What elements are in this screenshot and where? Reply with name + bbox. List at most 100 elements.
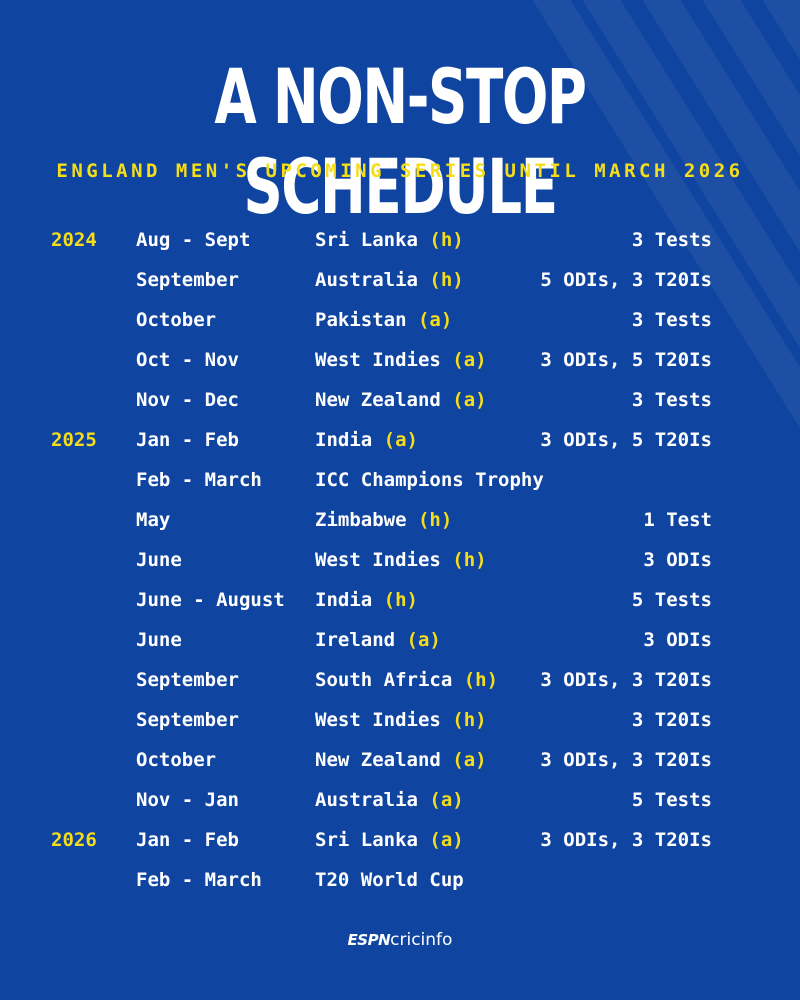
period: Oct - Nov [136, 349, 239, 371]
opponent-name: Zimbabwe [315, 509, 407, 531]
cricinfo-wordmark: cricinfo [390, 930, 453, 950]
format: 3 Tests [631, 389, 712, 411]
opponent-name: India [315, 429, 373, 451]
period: June - August [136, 589, 285, 611]
format: 3 ODIs [643, 549, 712, 571]
venue-badge: (a) [383, 429, 418, 451]
opponent: T20 World Cup [315, 862, 464, 898]
format: 5 Tests [631, 789, 712, 811]
opponent-name: Sri Lanka [315, 229, 418, 251]
opponent: Pakistan (a) [315, 302, 452, 338]
schedule-row: June Ireland (a) 3 ODIs [0, 622, 800, 662]
opponent: New Zealand (a) [315, 382, 487, 418]
period: Feb - March [136, 869, 262, 891]
venue-badge: (h) [383, 589, 418, 611]
venue-badge: (a) [452, 749, 487, 771]
opponent: West Indies (a) [315, 342, 487, 378]
format: 3 Tests [631, 229, 712, 251]
venue-badge: (h) [417, 509, 453, 531]
format: 5 ODIs, 3 T20Is [540, 269, 712, 291]
format: 1 Test [643, 509, 712, 531]
schedule-row: June West Indies (h) 3 ODIs [0, 542, 800, 582]
opponent: India (h) [315, 582, 418, 618]
opponent: Sri Lanka (a) [315, 822, 464, 858]
opponent-name: Australia [315, 789, 418, 811]
venue-badge: (h) [452, 549, 487, 571]
opponent: West Indies (h) [315, 702, 487, 738]
opponent: Australia (h) [315, 262, 464, 298]
period: June [136, 549, 182, 571]
schedule-row: Nov - Jan Australia (a) 5 Tests [0, 782, 800, 822]
venue-badge: (a) [429, 829, 464, 851]
venue-badge: (h) [452, 709, 487, 731]
format: 3 ODIs, 5 T20Is [540, 429, 712, 451]
period: September [136, 269, 239, 291]
opponent-name: West Indies [315, 709, 441, 731]
period: Nov - Jan [136, 789, 239, 811]
opponent: South Africa (h) [315, 662, 498, 698]
venue-badge: (a) [406, 629, 441, 651]
schedule-row: Feb - March ICC Champions Trophy [0, 462, 800, 502]
schedule-row: October Pakistan (a) 3 Tests [0, 302, 800, 342]
venue-badge: (a) [452, 389, 487, 411]
opponent-name: West Indies [315, 549, 441, 571]
opponent-name: South Africa [315, 669, 453, 691]
format: 3 ODIs, 3 T20Is [540, 749, 712, 771]
opponent: New Zealand (a) [315, 742, 487, 778]
opponent-name: Sri Lanka [315, 829, 418, 851]
period: Aug - Sept [136, 229, 251, 251]
opponent-name: T20 World Cup [315, 869, 464, 891]
period: September [136, 709, 239, 731]
period: May [136, 509, 171, 531]
venue-badge: (h) [463, 669, 499, 691]
format: 3 ODIs, 3 T20Is [540, 669, 712, 691]
venue-badge: (a) [452, 349, 487, 371]
period: October [136, 749, 217, 771]
espncricinfo-logo: ESPNcricinfo [0, 930, 800, 950]
schedule-row: Nov - Dec New Zealand (a) 3 Tests [0, 382, 800, 422]
format: 3 ODIs, 3 T20Is [540, 829, 712, 851]
format: 5 Tests [631, 589, 712, 611]
format: 3 Tests [631, 309, 712, 331]
period: Jan - Feb [136, 829, 239, 851]
opponent-name: ICC Champions Trophy [315, 469, 544, 491]
schedule-row: 2024 Aug - Sept Sri Lanka (h) 3 Tests [0, 222, 800, 262]
schedule-row: 2026 Jan - Feb Sri Lanka (a) 3 ODIs, 3 T20I… [0, 822, 800, 862]
opponent: ICC Champions Trophy [315, 462, 544, 498]
venue-badge: (a) [429, 789, 464, 811]
opponent-name: New Zealand [315, 389, 441, 411]
schedule-row: Feb - March T20 World Cup [0, 862, 800, 902]
schedule-row: September West Indies (h) 3 T20Is [0, 702, 800, 742]
schedule-row: June - August India (h) 5 Tests [0, 582, 800, 622]
opponent-name: Australia [315, 269, 418, 291]
opponent-name: New Zealand [315, 749, 441, 771]
schedule-row: September South Africa (h) 3 ODIs, 3 T20Is [0, 662, 800, 702]
schedule-row: May Zimbabwe (h) 1 Test [0, 502, 800, 542]
page-title: A NON-STOP SCHEDULE [214, 52, 587, 231]
venue-badge: (h) [429, 269, 464, 291]
venue-badge: (h) [429, 229, 464, 251]
period: September [136, 669, 239, 691]
espn-wordmark: ESPN [347, 931, 391, 949]
year-label: 2025 [51, 429, 97, 451]
format: 3 ODIs, 5 T20Is [540, 349, 712, 371]
opponent-name: Pakistan [315, 309, 407, 331]
schedule-row: 2025 Jan - Feb India (a) 3 ODIs, 5 T20Is [0, 422, 800, 462]
year-label: 2024 [51, 229, 97, 251]
opponent-name: West Indies [315, 349, 441, 371]
opponent: West Indies (h) [315, 542, 487, 578]
period: October [136, 309, 217, 331]
opponent: Ireland (a) [315, 622, 441, 658]
schedule-table: 2024 Aug - Sept Sri Lanka (h) 3 Tests Septem… [0, 222, 800, 902]
subtitle: ENGLAND MEN'S UPCOMING SERIES UNTIL MARC… [56, 160, 744, 182]
schedule-row: September Australia (h) 5 ODIs, 3 T20Is [0, 262, 800, 302]
period: Feb - March [136, 469, 262, 491]
opponent: India (a) [315, 422, 418, 458]
period: Nov - Dec [136, 389, 239, 411]
venue-badge: (a) [417, 309, 453, 331]
format: 3 T20Is [631, 709, 712, 731]
year-label: 2026 [51, 829, 97, 851]
schedule-row: Oct - Nov West Indies (a) 3 ODIs, 5 T20Is [0, 342, 800, 382]
schedule-row: October New Zealand (a) 3 ODIs, 3 T20Is [0, 742, 800, 782]
period: June [136, 629, 182, 651]
